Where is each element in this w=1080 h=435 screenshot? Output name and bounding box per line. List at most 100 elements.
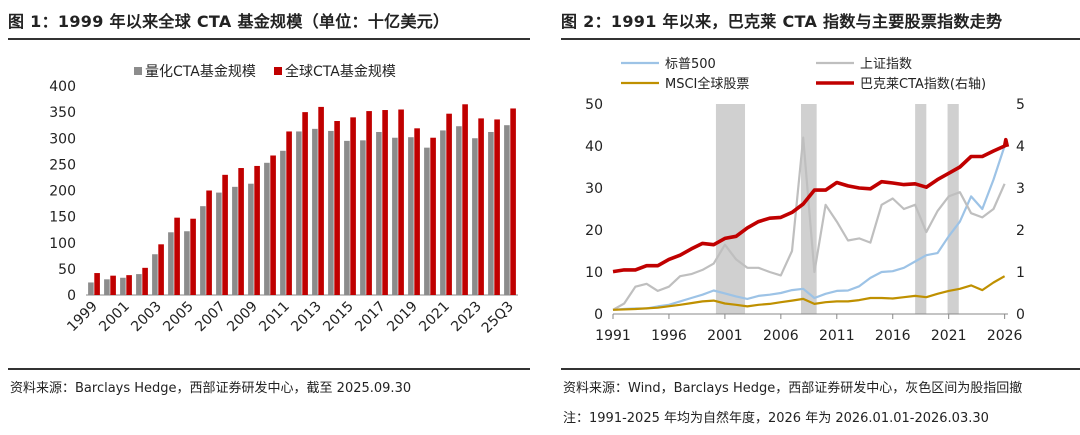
bar-quant-cta [408,137,414,295]
x-tick-label: 2011 [256,299,293,336]
figure-2-title-rule [561,38,1080,40]
bar-quant-cta [280,150,286,295]
y-tick-label: 300 [49,131,76,147]
line-sp500 [612,145,1006,311]
bar-global-cta [446,113,452,295]
bar-quant-cta [504,125,510,295]
x-tick-label: 2011 [819,328,855,344]
bar-quant-cta [488,131,494,295]
bar-quant-cta [168,232,174,295]
x-tick-label: 2016 [875,328,911,344]
bar-global-cta [398,109,404,295]
bar-global-cta [382,110,388,295]
figure-1-title-rule [8,38,530,40]
y-left-tick-label: 30 [585,181,603,197]
bar-global-cta [142,267,148,295]
y-tick-label: 100 [49,236,76,252]
bar-global-cta [334,121,340,295]
y-right-tick-label: 0 [1016,307,1025,323]
bar-quant-cta [248,183,254,295]
drawdown-shaded-period [715,104,746,314]
y-tick-label: 0 [67,288,76,304]
bar-global-cta [478,118,484,296]
figure-1-title: 图 1：1999 年以来全球 CTA 基金规模（单位：十亿美元） [8,12,450,31]
bar-global-cta [462,104,468,295]
legend-label-quant: 量化CTA基金规模 [145,63,256,80]
bar-quant-cta [200,206,206,295]
x-tick-label: 2005 [160,299,197,336]
line-barclays-cta-index [612,137,1010,274]
y-tick-label: 350 [49,105,76,121]
bar-quant-cta [216,192,222,295]
bar-global-cta [158,244,164,295]
x-tick-label: 2001 [96,299,133,336]
bar-quant-cta [152,254,158,295]
legend-label-global: 全球CTA基金规模 [285,63,396,80]
y-right-tick-label: 4 [1016,139,1025,155]
figure-2-bottom-rule [561,368,1080,370]
x-tick-label: 2006 [763,328,799,344]
bar-global-cta [190,218,196,295]
bar-global-cta [110,275,116,295]
figure-2-source-line-1: 资料来源：Wind，Barclays Hedge，西部证券研发中心，灰色区间为股… [563,381,1023,396]
bar-global-cta [126,275,132,295]
drawdown-shaded-period [947,104,959,314]
x-tick-label: 25Q3 [479,299,517,337]
bar-quant-cta [312,128,318,295]
x-tick-label: 2021 [931,328,967,344]
legend-msci-label: MSCI全球股票 [665,76,749,92]
bar-quant-cta [344,140,350,295]
bar-global-cta [318,106,324,296]
y-left-tick-label: 0 [594,307,603,323]
x-tick-label: 2021 [416,299,453,336]
y-tick-label: 150 [49,210,76,226]
bar-global-cta [430,137,436,295]
x-tick-label: 2013 [288,299,325,336]
bar-global-cta [366,111,372,295]
line-chart-cta-vs-equity: 1991 1996 2001 2006 2011 2016 2021 202601020304… [585,57,1025,344]
bar-global-cta [302,112,308,295]
legend-shanghai-label: 上证指数 [860,57,912,72]
legend-barclays-cta-label: 巴克莱CTA指数(右轴) [860,77,986,92]
bar-global-cta [254,165,260,295]
bar-global-cta [414,128,420,295]
x-tick-label: 2017 [352,299,389,336]
x-tick-label: 1996 [651,328,687,344]
y-tick-label: 250 [49,157,76,173]
x-tick-label: 2019 [384,299,421,336]
x-tick-label: 2001 [707,328,743,344]
legend-swatch-global [274,67,282,75]
bar-global-cta [350,117,356,295]
bar-quant-cta [456,126,462,295]
figure-1-bottom-rule [8,368,530,370]
bar-quant-cta [184,231,190,295]
y-left-tick-label: 10 [585,265,603,281]
y-left-tick-label: 20 [585,223,603,239]
bar-global-cta [206,190,212,295]
bar-chart-cta-aum: 0501001502002503003504001999200120032005… [49,63,518,337]
legend-swatch-quant [134,67,142,75]
bar-global-cta [270,155,276,295]
bar-global-cta [222,174,228,295]
bar-quant-cta [328,130,334,295]
bar-quant-cta [136,274,142,295]
bar-quant-cta [296,131,302,295]
x-tick-label: 2026 [987,328,1023,344]
line-msci-world [612,275,1006,311]
bar-quant-cta [232,186,238,295]
x-tick-label: 2015 [320,299,357,336]
line-shanghai-composite [612,136,1006,311]
bar-global-cta [174,217,180,295]
legend-sp500-label: 标普500 [665,57,716,72]
bar-quant-cta [360,140,366,295]
x-tick-label: 2007 [192,299,229,336]
y-tick-label: 50 [58,262,76,278]
figure-2-panel: 图 2：1991 年以来，巴克莱 CTA 指数与主要股票指数走势 1991 199… [553,0,1080,435]
bar-quant-cta [264,162,270,295]
y-right-tick-label: 5 [1016,97,1025,113]
y-right-tick-label: 2 [1016,223,1025,239]
figure-2-source-line-2: 注：1991-2025 年均为自然年度，2026 年为 2026.01.01-2… [563,411,989,426]
bar-global-cta [286,131,292,295]
drawdown-shaded-period [915,104,927,314]
y-tick-label: 400 [49,79,76,95]
